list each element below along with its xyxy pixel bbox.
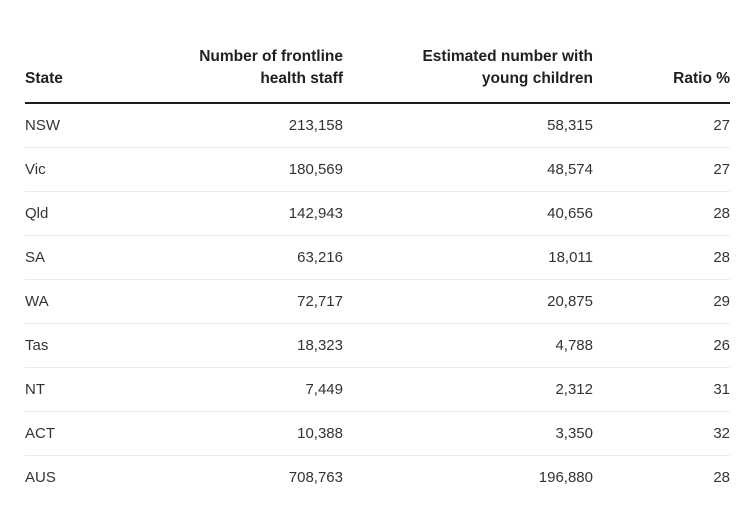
- table-row: Tas 18,323 4,788 26: [25, 323, 730, 368]
- frontline-health-staff-table: State Number of frontline health staff E…: [25, 46, 730, 499]
- state-cell: AUS: [25, 469, 56, 486]
- frontline-staff-cell: 142,943: [145, 191, 343, 236]
- state-cell: SA: [25, 235, 145, 280]
- column-header-frontline-staff: Number of frontline health staff: [145, 46, 343, 104]
- table-container: State Number of frontline health staff E…: [25, 46, 730, 499]
- column-header-young-children: Estimated number with young children: [343, 46, 593, 104]
- frontline-staff-cell: 18,323: [145, 323, 343, 368]
- column-header-state: State: [25, 46, 145, 104]
- frontline-staff-cell: 213,158: [145, 103, 343, 148]
- frontline-staff-cell: 63,216: [145, 235, 343, 280]
- state-cell: Tas: [25, 323, 145, 368]
- ratio-cell: 31: [593, 367, 730, 412]
- ratio-cell: 32: [593, 411, 730, 456]
- state-cell: NT: [25, 367, 145, 412]
- ratio-cell: 28: [713, 469, 730, 486]
- table-row: NT 7,449 2,312 31: [25, 367, 730, 412]
- state-cell: NSW: [25, 103, 145, 148]
- frontline-staff-cell: 72,717: [145, 279, 343, 324]
- table-body: NSW 213,158 58,315 27 Vic 180,569 48,574 27 Qld 1…: [25, 103, 730, 499]
- ratio-cell: 29: [593, 279, 730, 324]
- young-children-cell: 196,880: [538, 469, 593, 486]
- column-header-ratio: Ratio %: [593, 46, 730, 104]
- ratio-cell: 27: [593, 147, 730, 192]
- ratio-cell: 28: [593, 235, 730, 280]
- table-row: AUS 708,763 196,880 28: [25, 456, 730, 500]
- ratio-cell: 28: [593, 191, 730, 236]
- frontline-staff-cell: 7,449: [145, 367, 343, 412]
- young-children-cell: 3,350: [343, 411, 593, 456]
- table-row: NSW 213,158 58,315 27: [25, 103, 730, 148]
- table-header-row: State Number of frontline health staff E…: [25, 46, 730, 104]
- table-row: SA 63,216 18,011 28: [25, 235, 730, 280]
- frontline-staff-cell: 708,763: [288, 469, 343, 486]
- young-children-cell: 2,312: [343, 367, 593, 412]
- frontline-staff-cell: 10,388: [145, 411, 343, 456]
- ratio-cell: 26: [593, 323, 730, 368]
- frontline-staff-cell: 180,569: [145, 147, 343, 192]
- young-children-cell: 4,788: [343, 323, 593, 368]
- young-children-cell: 40,656: [343, 191, 593, 236]
- young-children-cell: 58,315: [343, 103, 593, 148]
- table-row: Vic 180,569 48,574 27: [25, 147, 730, 192]
- young-children-cell: 18,011: [343, 235, 593, 280]
- young-children-cell: 20,875: [343, 279, 593, 324]
- state-cell: ACT: [25, 411, 145, 456]
- state-cell: Vic: [25, 147, 145, 192]
- table-row: ACT 10,388 3,350 32: [25, 411, 730, 456]
- table-row: Qld 142,943 40,656 28: [25, 191, 730, 236]
- table-row: WA 72,717 20,875 29: [25, 279, 730, 324]
- state-cell: Qld: [25, 191, 145, 236]
- ratio-cell: 27: [593, 103, 730, 148]
- state-cell: WA: [25, 279, 145, 324]
- young-children-cell: 48,574: [343, 147, 593, 192]
